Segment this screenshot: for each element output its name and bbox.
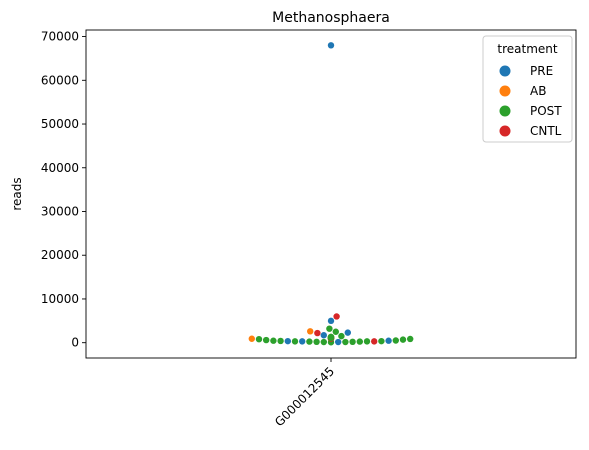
point-cntl xyxy=(314,329,321,337)
point-pre xyxy=(327,42,335,49)
y-tick-label: 20000 xyxy=(41,248,79,262)
legend-marker-pre xyxy=(499,65,511,77)
points-layer xyxy=(248,42,414,346)
legend-label-ab: AB xyxy=(530,84,546,98)
point-post xyxy=(392,337,399,344)
point-post xyxy=(349,338,356,346)
point-cntl xyxy=(371,338,378,345)
legend-title: treatment xyxy=(497,42,557,56)
point-post xyxy=(270,337,277,344)
x-tick-label: G000012545 xyxy=(272,364,337,429)
point-post xyxy=(320,338,327,346)
y-tick-label: 10000 xyxy=(41,292,79,306)
legend-label-post: POST xyxy=(530,104,562,118)
chart-title: Methanosphaera xyxy=(272,10,390,26)
point-pre xyxy=(299,338,306,345)
point-post xyxy=(306,338,313,345)
point-pre xyxy=(335,338,342,346)
y-axis-label: reads xyxy=(10,177,24,210)
y-tick-label: 70000 xyxy=(41,30,79,44)
point-pre xyxy=(284,337,291,345)
point-ab xyxy=(307,328,314,335)
point-ab xyxy=(248,335,255,342)
point-post xyxy=(255,335,263,343)
legend: treatment PRE AB POST CNTL xyxy=(482,35,573,143)
point-post xyxy=(338,332,345,340)
y-tick-label: 40000 xyxy=(41,161,79,175)
legend-label-pre: PRE xyxy=(530,64,553,78)
y-tick-label: 50000 xyxy=(41,117,79,131)
y-tick-label: 60000 xyxy=(41,73,79,87)
x-axis: G000012545 xyxy=(272,358,337,429)
y-tick-label: 0 xyxy=(71,336,79,350)
point-post xyxy=(399,336,407,343)
point-post xyxy=(378,337,385,345)
legend-label-cntl: CNTL xyxy=(530,124,562,138)
point-post xyxy=(326,325,333,332)
point-post xyxy=(363,338,371,345)
point-pre xyxy=(320,332,327,339)
point-pre xyxy=(327,317,335,325)
legend-marker-post xyxy=(499,105,511,117)
point-pre xyxy=(344,329,351,336)
legend-marker-ab xyxy=(499,85,511,97)
point-post xyxy=(342,338,349,346)
plot-frame xyxy=(85,29,577,359)
point-pre xyxy=(385,337,392,344)
legend-marker-cntl xyxy=(499,125,511,137)
point-cntl xyxy=(333,313,340,320)
point-post xyxy=(332,328,339,335)
y-tick-label: 30000 xyxy=(41,204,79,218)
point-post xyxy=(356,338,363,345)
point-post xyxy=(277,337,284,345)
point-post xyxy=(407,335,414,343)
y-axis: 0 10000 20000 30000 40000 50000 60000 70000 xyxy=(41,30,86,350)
point-post xyxy=(291,338,299,345)
point-post xyxy=(327,333,335,341)
point-post xyxy=(263,336,270,344)
point-post xyxy=(313,338,320,346)
